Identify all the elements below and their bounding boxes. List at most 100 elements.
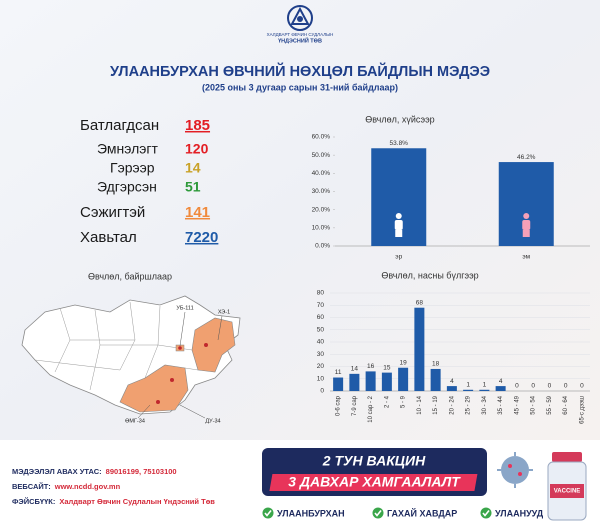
logo <box>287 5 313 31</box>
x-tick-label: 60 - 64 <box>563 395 569 414</box>
chart-title: Өвчлөл, насны бүлгээр <box>381 270 478 280</box>
check-label: ГАХАЙ ХАВДАР <box>387 507 457 518</box>
stat-value: 141 <box>185 204 210 221</box>
value-label: 18 <box>432 361 440 368</box>
stat-label: Батлагдсан <box>80 117 159 134</box>
value-label: 0 <box>580 383 584 390</box>
value-label: 14 <box>351 366 359 373</box>
bar <box>430 368 441 391</box>
person-icon <box>395 213 402 219</box>
vaccine-label: VACCINE <box>554 489 581 495</box>
value-label: 46.2% <box>517 154 536 161</box>
contact-value: Халдварт Өвчин Судлалын Үндэсний Төв <box>59 497 215 506</box>
bar <box>365 371 376 391</box>
x-tick-label: 20 - 24 <box>449 395 455 414</box>
virus-icon <box>497 452 533 488</box>
value-label: 16 <box>367 363 375 370</box>
bar <box>349 373 360 391</box>
banner-text: 2 ТУН ВАКЦИН <box>322 453 426 469</box>
x-tick-label: 65-с дээш <box>579 396 585 424</box>
x-tick-label: 10 - 14 <box>417 395 423 414</box>
person-icon <box>523 213 530 219</box>
x-tick-label: 15 - 19 <box>433 395 439 414</box>
person-icon <box>522 230 530 237</box>
banner-text: 3 ДАВХАР ХАМГААЛАЛТ <box>288 474 461 490</box>
org-name: ХАЛДВАРТ ӨВЧИН СУДЛАЛЫН <box>267 32 334 37</box>
value-label: 1 <box>483 381 487 388</box>
contact: МЭДЭЭЛЭЛ АВАХ УТАС: 89016199, 75103100 <box>12 467 177 476</box>
map-label: УБ-111 <box>176 305 193 311</box>
y-tick-label: 50 <box>317 326 325 333</box>
map-label: ӨМГ-34 <box>125 418 145 424</box>
bar <box>333 377 344 391</box>
subtitle: (2025 оны 3 дугаар сарын 31-ний байдлаар… <box>202 82 398 92</box>
x-tick-label: 45 - 49 <box>514 395 520 414</box>
stat-label: Хавьтал <box>80 229 137 246</box>
x-tick-label: 5 - 9 <box>401 395 407 408</box>
y-tick-label: 40 <box>317 339 325 346</box>
check-label: УЛААНБУРХАН <box>277 508 345 518</box>
value-label: 0 <box>548 383 552 390</box>
stat-label: Эдгэрсэн <box>97 179 157 195</box>
value-label: 0 <box>515 383 519 390</box>
y-tick-label: 30.0% <box>312 188 331 195</box>
y-tick-label: 50.0% <box>312 152 331 159</box>
stat-label: Гэрээр <box>110 160 155 176</box>
map-title: Өвчлөл, байршлаар <box>88 271 172 281</box>
map-label: ХЭ-1 <box>218 309 230 315</box>
y-tick-label: 0.0% <box>315 243 330 250</box>
x-tick-label: эм <box>522 254 530 261</box>
y-tick-label: 30 <box>317 351 325 358</box>
value-label: 4 <box>499 378 503 385</box>
x-tick-label: 35 - 44 <box>498 395 504 414</box>
stat-value: 120 <box>185 141 209 157</box>
stat-label: Сэжигтэй <box>80 204 145 221</box>
x-tick-label: 55 - 59 <box>547 395 553 414</box>
y-tick-label: 60 <box>317 314 325 321</box>
map <box>21 295 241 419</box>
y-tick-label: 70 <box>317 302 325 309</box>
check-mark <box>374 510 382 517</box>
bar <box>446 386 457 391</box>
stat-value: 7220 <box>185 229 218 246</box>
bar <box>381 372 392 391</box>
map-label: ДУ-34 <box>205 418 220 424</box>
bar <box>463 389 474 391</box>
contact-value: www.ncdd.gov.mn <box>54 482 121 491</box>
title: УЛААНБУРХАН ӨВЧНИЙ НӨХЦӨЛ БАЙДЛЫН МЭДЭЭ <box>110 62 490 80</box>
person-icon <box>395 230 403 237</box>
value-label: 11 <box>335 369 342 376</box>
x-tick-label: 10 сар - 2 <box>368 395 374 422</box>
y-tick-label: 80 <box>317 290 325 297</box>
x-tick-label: 50 - 54 <box>531 395 537 414</box>
x-tick-label: 7-9 сар <box>352 395 358 416</box>
value-label: 0 <box>564 383 568 390</box>
stat-label: Эмнэлэгт <box>97 141 159 157</box>
person-icon <box>522 220 531 230</box>
stat-value: 14 <box>185 160 201 176</box>
bar <box>495 386 506 391</box>
vaccine-bottle <box>547 452 587 521</box>
contact-label: МЭДЭЭЛЭЛ АВАХ УТАС: <box>12 467 102 476</box>
check-mark <box>264 510 272 517</box>
contact-value: 89016199, 75103100 <box>106 467 177 476</box>
y-tick-label: 40.0% <box>312 170 331 177</box>
y-tick-label: 60.0% <box>312 134 331 141</box>
value-label: 1 <box>466 381 470 388</box>
bar <box>479 389 490 391</box>
contact-label: ФЭЙСБҮҮК: <box>12 497 55 506</box>
contact-label: ВЕБСАЙТ: <box>12 482 51 491</box>
bar <box>414 307 425 391</box>
x-tick-label: 25 - 29 <box>466 395 472 414</box>
person-icon <box>394 220 403 230</box>
x-tick-label: эр <box>395 254 402 261</box>
y-tick-label: 10 <box>317 375 325 382</box>
value-label: 53.8% <box>390 140 409 147</box>
value-label: 19 <box>400 359 408 366</box>
value-label: 0 <box>531 383 535 390</box>
value-label: 4 <box>450 378 454 385</box>
org-name: ҮНДЭСНИЙ ТӨВ <box>278 36 322 44</box>
x-tick-label: 30 - 34 <box>482 395 488 414</box>
y-tick-label: 0 <box>320 388 324 395</box>
